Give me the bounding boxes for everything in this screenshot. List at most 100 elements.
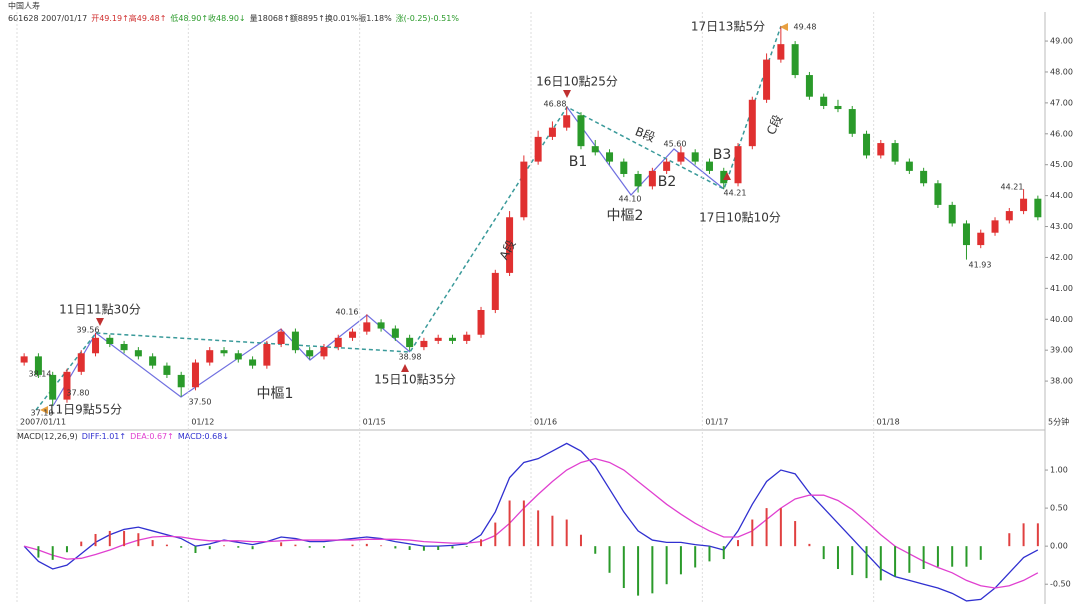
candle-body [334, 337, 342, 348]
candle-body [905, 161, 913, 171]
candle-body [763, 59, 771, 100]
y-tick-label: 48.00 [1050, 67, 1073, 76]
candle-body [120, 343, 128, 351]
candle-body [49, 374, 57, 400]
candle-body [177, 374, 185, 388]
macd-header: MACD(12,26,9) DIFF:1.01↑ DEA:0.67↑ MACD:0.6… [17, 432, 229, 441]
candle-body [877, 143, 885, 156]
candle-body [220, 350, 228, 354]
y-tick-label: 47.00 [1050, 98, 1073, 107]
arrow [780, 23, 788, 31]
candle-body [263, 343, 271, 366]
candle-body [448, 337, 456, 341]
price-label: 38.98 [399, 353, 422, 362]
y-tick-label: 42.00 [1050, 253, 1073, 262]
macd-line [23, 457, 1039, 589]
wave-label: B3 [713, 147, 732, 163]
legend-entry: DEA:0.67↑ [130, 432, 174, 441]
candle-body [77, 353, 85, 372]
arrow [401, 364, 409, 372]
time-annotation: 15日10點35分 [374, 373, 456, 387]
quote-info: 601628 2007/01/17 开49.19↑高49.48↑ 低48.90↑收4… [8, 13, 459, 23]
candle-body [563, 115, 571, 128]
quote-segment: 开49.19↑高49.48↑ [91, 13, 166, 23]
candle-body [948, 204, 956, 224]
candle-body [491, 272, 499, 310]
candle-body [506, 217, 514, 273]
candle-body [306, 350, 314, 357]
stock-name: 中国人寿 [8, 1, 40, 11]
price-label: 41.93 [969, 261, 992, 270]
arrow [563, 90, 571, 98]
price-label: 44.10 [619, 195, 642, 204]
arrow [723, 172, 731, 180]
time-annotation: 11日11點30分 [59, 303, 141, 317]
candle-body [962, 223, 970, 246]
wave-label: B2 [658, 174, 677, 190]
segment-label: B段 [633, 123, 657, 144]
y-tick-label: 0.00 [1050, 542, 1068, 551]
candle-body [406, 337, 414, 348]
candle-body [1005, 211, 1013, 221]
candle-body [377, 322, 385, 329]
arrow [40, 406, 48, 414]
y-tick-label: 43.00 [1050, 222, 1073, 231]
candle-body [63, 371, 71, 400]
candle-body [234, 353, 242, 360]
candle-body [977, 232, 985, 246]
y-tick-label: 0.50 [1050, 504, 1068, 513]
candle-body [820, 96, 828, 106]
price-label: 37.10 [31, 409, 54, 418]
candle-body [663, 161, 671, 171]
y-tick-label: 40.00 [1050, 315, 1073, 324]
x-tick-label: 01/18 [877, 418, 900, 427]
wave-label: B1 [569, 154, 588, 170]
y-tick-label: 46.00 [1050, 129, 1073, 138]
price-label: 37.80 [67, 389, 90, 398]
price-label: 40.16 [336, 308, 359, 317]
price-label: 39.56 [77, 326, 100, 335]
candle-body [134, 350, 142, 357]
quote-segment: 低48.90↑收48.90↓ [170, 13, 245, 23]
y-tick-label: -0.50 [1050, 580, 1071, 589]
candle-body [363, 322, 371, 332]
x-tick-label: 01/12 [191, 418, 214, 427]
candle-body [434, 337, 442, 341]
wave-label: 中樞2 [607, 208, 644, 224]
candle-body [634, 173, 642, 187]
y-tick-label: 44.00 [1050, 191, 1073, 200]
candle-body [520, 161, 528, 218]
candle-body [920, 170, 928, 184]
candle-body [106, 337, 114, 344]
candle-body [92, 337, 100, 354]
candle-body [805, 75, 813, 97]
y-tick-label: 1.00 [1050, 466, 1068, 475]
candle-body [677, 152, 685, 162]
price-label: 44.21 [724, 189, 747, 198]
candle-body [748, 99, 756, 147]
candle-body [777, 44, 785, 60]
candle-body [891, 143, 899, 162]
candle-body [277, 331, 285, 344]
candle-body [420, 340, 428, 348]
price-label: 38.14 [29, 370, 52, 379]
candle-body [991, 220, 999, 233]
candle-body [606, 152, 614, 162]
candle-body [934, 183, 942, 205]
candle-body [20, 356, 28, 363]
candle-body [163, 365, 171, 375]
candle-body [548, 127, 556, 137]
candle-body [391, 328, 399, 338]
quote-segment: 601628 2007/01/17 [8, 14, 87, 23]
candle-body [291, 331, 299, 351]
candle-body [791, 44, 799, 76]
y-tick-label: 41.00 [1050, 284, 1073, 293]
candle-body [720, 170, 728, 184]
legend-entry: MACD:0.68↓ [178, 432, 229, 441]
candle-body [1034, 198, 1042, 218]
candle-body [1020, 198, 1028, 212]
y-tick-label: 45.00 [1050, 160, 1073, 169]
candle-body [691, 152, 699, 162]
